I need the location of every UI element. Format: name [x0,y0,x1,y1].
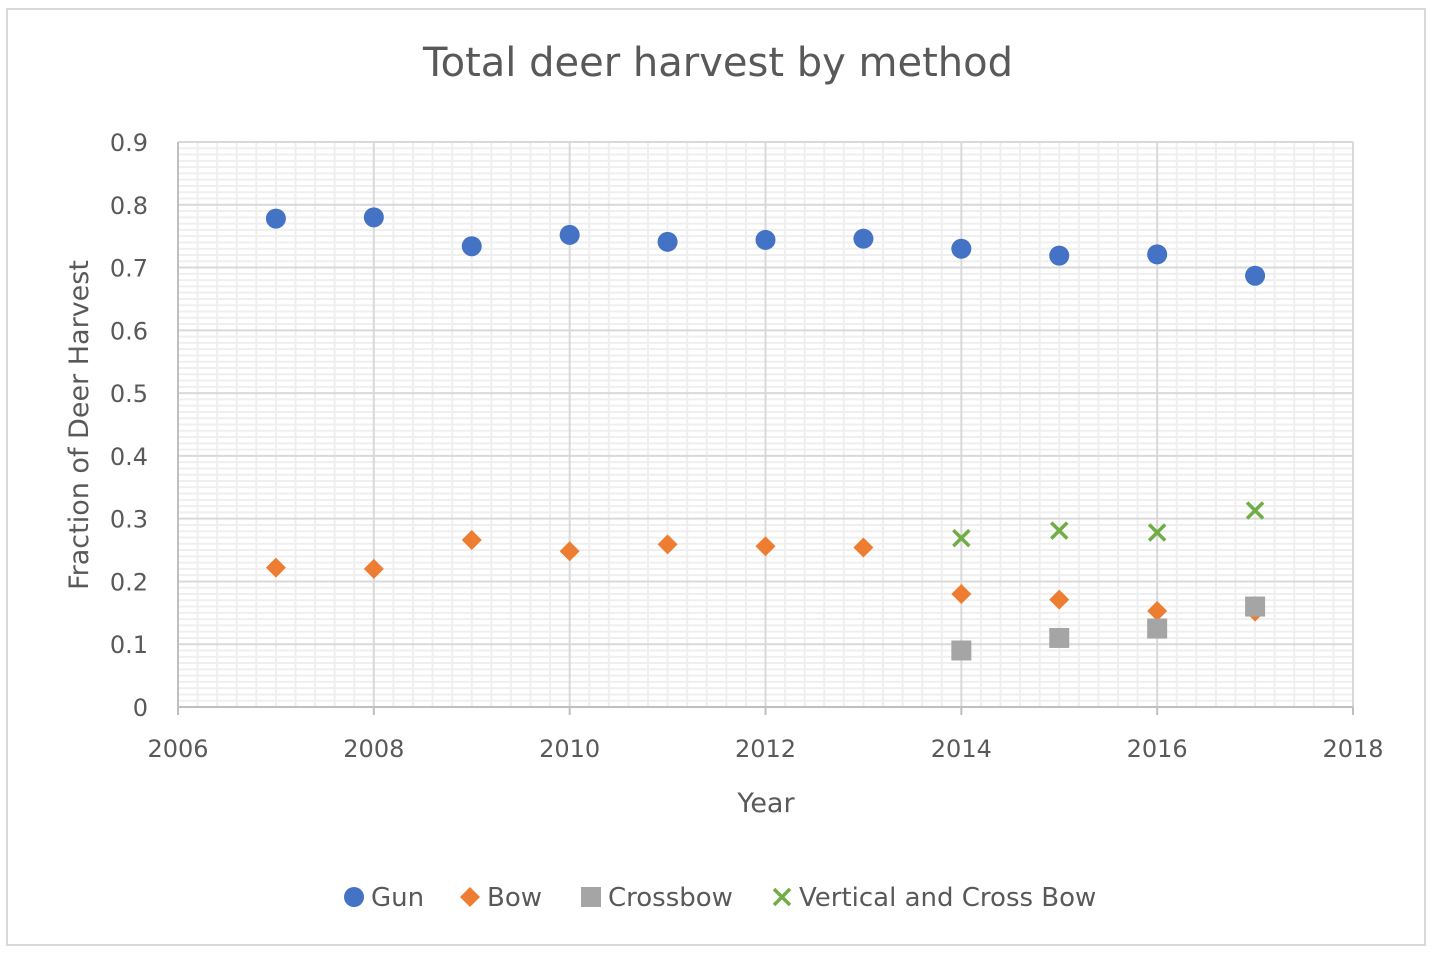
y-tick-label: 0.3 [110,506,148,534]
legend-label-gun: Gun [371,883,424,913]
crossbow-point [1049,627,1070,648]
legend-label-vertical-and-cross-bow: Vertical and Cross Bow [799,883,1096,913]
x-marker-stroke [952,528,971,548]
gun-point [853,228,874,249]
x-marker-stroke [1050,521,1069,540]
bow-point [853,537,874,558]
chart-title: Total deer harvest by method [423,40,1013,86]
y-tick-label: 0.8 [110,192,148,220]
legend-label-crossbow: Crossbow [608,883,733,913]
bow-point [657,534,678,555]
x-marker-stroke [772,887,792,907]
series-gun [265,207,1266,286]
y-tick-label: 0.9 [110,129,148,157]
crossbow-point [1245,596,1266,617]
gun-point [265,208,286,229]
gun-point [363,207,384,228]
x-tick-label: 2008 [343,735,404,763]
bow-point [363,558,384,579]
crossbow-point [1147,618,1168,639]
chart-frame [6,8,1426,946]
x-tick-label: 2012 [735,735,796,763]
vertical-and-cross-bow-point [1147,523,1167,542]
y-tick-label: 0.6 [110,317,148,345]
y-tick-label: 0.1 [110,631,148,659]
x-tick-label: 2016 [1127,735,1188,763]
tick-labels: 2006 2008 2010 2012 2014 2016 2018 0 0.1 0.2 0.3 0.… [110,129,1384,763]
series-crossbow [951,596,1266,661]
bow-point [951,584,972,604]
vertical-and-cross-bow-point [952,528,971,548]
grid-lines [177,141,1354,708]
bow-point [755,536,776,557]
gun-point [657,231,678,252]
bow-point [265,557,286,578]
gun-point [1049,245,1070,266]
y-tick-label: 0.4 [110,443,148,471]
y-tick-label: 0.5 [110,380,148,408]
gun-point [755,229,776,250]
legend-marker-crossbow [581,887,601,907]
y-tick-label: 0.2 [110,568,148,596]
crossbow-point [951,640,972,661]
y-tick-label: 0 [133,694,148,722]
x-tick-label: 2006 [147,735,208,763]
bow-point [559,541,580,562]
bow-point [461,530,482,551]
gun-point [559,224,580,245]
bow-point [1147,600,1168,621]
vertical-and-cross-bow-point [1050,521,1069,540]
gun-point [951,238,972,259]
data-points [265,207,1266,661]
legend-label-bow: Bow [487,883,542,913]
legend-marker-gun [344,887,364,907]
y-axis-title: Fraction of Deer Harvest [64,260,95,590]
x-axis-title: Year [736,788,795,819]
vertical-and-cross-bow-point [1245,501,1265,520]
series-vertical-and-cross-bow [952,501,1265,548]
axes [177,142,1354,715]
gun-point [461,236,482,257]
x-tick-label: 2018 [1322,735,1383,763]
bow-point [1049,589,1070,610]
legend-marker-vertical-and-cross-bow [772,887,792,907]
x-tick-label: 2014 [931,735,992,763]
x-marker-stroke [1147,523,1167,542]
legend-marker-bow [460,887,480,907]
x-tick-label: 2010 [539,735,600,763]
legend: Gun Bow Crossbow Vertical and Cross Bow [344,883,1096,913]
gun-point [1147,244,1168,265]
y-tick-label: 0.7 [110,255,148,283]
gun-point [1245,265,1266,286]
x-marker-stroke [1245,501,1265,520]
